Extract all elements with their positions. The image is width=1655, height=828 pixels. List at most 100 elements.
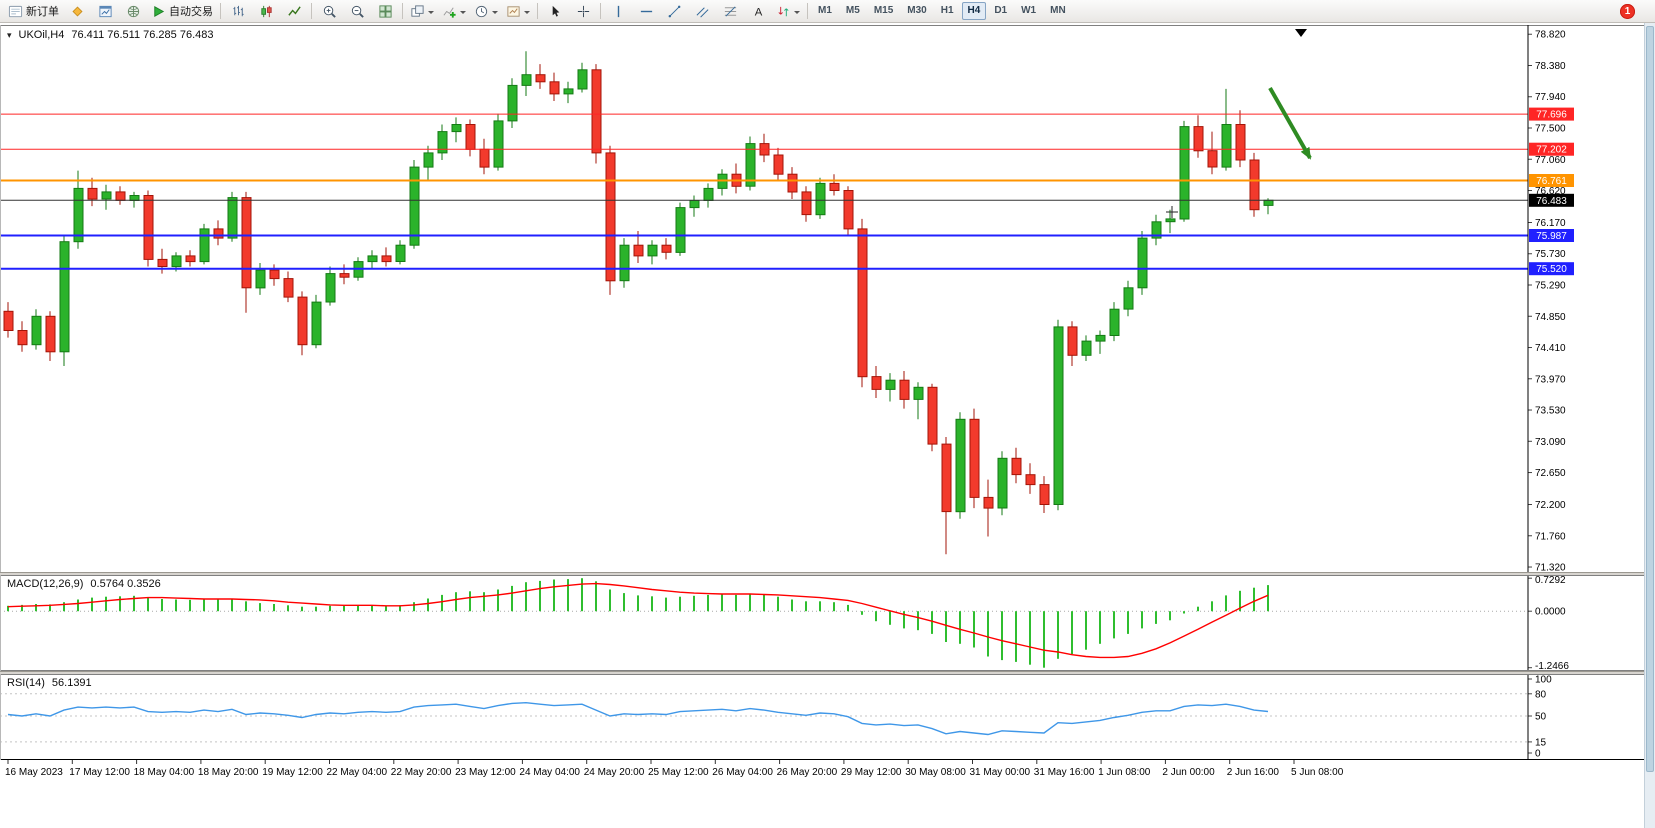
- ohlc-bars-icon: [231, 4, 246, 19]
- svg-text:2 Jun 16:00: 2 Jun 16:00: [1227, 767, 1280, 778]
- svg-text:78.380: 78.380: [1535, 61, 1566, 72]
- timeframe-w1[interactable]: W1: [1021, 5, 1037, 16]
- chart-ohlc-values: 76.411 76.511 76.285 76.483: [71, 29, 214, 41]
- macd-indicator-values: 0.5764 0.3526: [90, 578, 161, 590]
- play-icon: [151, 4, 166, 19]
- svg-text:17 May 12:00: 17 May 12:00: [69, 767, 130, 778]
- notification-badge[interactable]: 1: [1620, 3, 1635, 19]
- clock-icon: [474, 4, 489, 19]
- timeframe-m5[interactable]: M5: [845, 5, 860, 16]
- zoom-in-button[interactable]: [315, 1, 343, 22]
- diamond-icon: [70, 4, 85, 19]
- timeframe-h1[interactable]: H1: [940, 5, 954, 16]
- candlestick-mode-button[interactable]: [252, 1, 280, 22]
- tile-windows-icon: [378, 4, 393, 19]
- timeframe-m15[interactable]: M15: [873, 5, 894, 16]
- text-tool[interactable]: A: [744, 1, 772, 22]
- templates-button[interactable]: [502, 1, 534, 22]
- svg-text:50: 50: [1535, 712, 1547, 723]
- svg-text:18 May 04:00: 18 May 04:00: [134, 767, 195, 778]
- chart-shift-marker[interactable]: [1295, 29, 1307, 37]
- timeframe-m1[interactable]: M1: [818, 5, 832, 16]
- one-click-trading-toggle[interactable]: ▾: [7, 30, 12, 40]
- toolbar-items: 新订单 自动交易 A M1 M5 M15 M30 H1 H4 D1 W1 MN: [4, 0, 1073, 22]
- toolbar-separator: [807, 3, 808, 19]
- bar-chart-mode-button[interactable]: [224, 1, 252, 22]
- svg-text:A: A: [754, 6, 762, 18]
- panel-splitter[interactable]: [0, 671, 1655, 674]
- trendline-icon: [667, 4, 682, 19]
- macd-axis: 0.7292 0.0000 -1.2466: [1528, 575, 1569, 672]
- time-axis[interactable]: 16 May 2023 17 May 12:00 18 May 04:00 18 Ma…: [0, 760, 1655, 784]
- svg-text:30 May 08:00: 30 May 08:00: [905, 767, 966, 778]
- svg-text:80: 80: [1535, 689, 1547, 700]
- svg-text:76.620: 76.620: [1535, 186, 1566, 197]
- timeframe-mn[interactable]: MN: [1050, 5, 1066, 16]
- main-chart-panel[interactable]: 78.820 78.380 77.940 77.500 77.060 76.620 76.1…: [0, 25, 1655, 574]
- level-price-badge: [1529, 107, 1574, 121]
- auto-arrange-button[interactable]: [406, 1, 438, 22]
- vertical-scrollbar[interactable]: [1644, 23, 1655, 828]
- svg-text:-1.2466: -1.2466: [1535, 661, 1569, 671]
- channel-icon: [695, 4, 710, 19]
- chart-window-icon: [98, 4, 113, 19]
- svg-text:0.0000: 0.0000: [1535, 607, 1566, 618]
- trendline-tool[interactable]: [660, 1, 688, 22]
- chart-symbol-period: UKOil,H4: [18, 29, 65, 41]
- mql5-community-button[interactable]: [63, 1, 91, 22]
- price-axis[interactable]: 78.820 78.380 77.940 77.500 77.060 76.620 76.1…: [1528, 30, 1566, 574]
- time-axis-canvas[interactable]: 16 May 2023 17 May 12:00 18 May 04:00 18 Ma…: [0, 760, 1655, 784]
- timeframe-d1[interactable]: D1: [994, 5, 1008, 16]
- scrollbar-thumb[interactable]: [1646, 26, 1654, 772]
- svg-text:74.850: 74.850: [1535, 312, 1566, 323]
- macd-panel[interactable]: 0.7292 0.0000 -1.2466: [0, 575, 1655, 672]
- rsi-label: RSI(14) 56.1391: [7, 677, 92, 689]
- svg-text:76.483: 76.483: [1536, 196, 1567, 207]
- charts-window-button[interactable]: [91, 1, 119, 22]
- line-chart-mode-button[interactable]: [280, 1, 308, 22]
- toolbar-separator: [537, 3, 538, 19]
- channel-tool[interactable]: [688, 1, 716, 22]
- dropdown-caret-icon: [460, 11, 466, 17]
- svg-text:2 Jun 00:00: 2 Jun 00:00: [1162, 767, 1215, 778]
- indicators-button[interactable]: [438, 1, 470, 22]
- auto-trading-button[interactable]: 自动交易: [147, 1, 217, 22]
- auto-trading-button-label: 自动交易: [169, 6, 213, 18]
- level-price-badge: [1529, 262, 1574, 276]
- arrange-icon: [410, 4, 425, 19]
- svg-text:24 May 20:00: 24 May 20:00: [584, 767, 645, 778]
- svg-text:23 May 12:00: 23 May 12:00: [455, 767, 516, 778]
- crosshair-tool-button[interactable]: [569, 1, 597, 22]
- svg-text:31 May 16:00: 31 May 16:00: [1034, 767, 1095, 778]
- connection-button[interactable]: [119, 1, 147, 22]
- annotation-arrow[interactable]: [1268, 87, 1312, 160]
- toolbar-separator: [600, 3, 601, 19]
- horizontal-line-tool[interactable]: [632, 1, 660, 22]
- arrows-tool[interactable]: [772, 1, 804, 22]
- cross-marker[interactable]: [1166, 206, 1178, 218]
- main-chart-canvas[interactable]: 78.820 78.380 77.940 77.500 77.060 76.620 76.1…: [0, 25, 1655, 574]
- panel-splitter[interactable]: [0, 572, 1655, 575]
- vertical-line-tool[interactable]: [604, 1, 632, 22]
- periods-button[interactable]: [470, 1, 502, 22]
- level-price-badge: [1529, 142, 1574, 156]
- arrows-icon: [776, 4, 791, 19]
- level-price-badge: [1529, 174, 1574, 187]
- cursor-tool-button[interactable]: [541, 1, 569, 22]
- svg-text:75.987: 75.987: [1536, 231, 1567, 242]
- new-order-icon: [8, 4, 23, 19]
- rsi-canvas[interactable]: 100 80 50 150: [0, 674, 1655, 760]
- macd-label: MACD(12,26,9) 0.5764 0.3526: [7, 578, 161, 590]
- dropdown-caret-icon: [428, 11, 434, 17]
- macd-indicator-name: MACD(12,26,9): [7, 578, 84, 590]
- rsi-panel[interactable]: 100 80 50 15 0: [0, 674, 1655, 760]
- svg-text:0.7292: 0.7292: [1535, 575, 1566, 586]
- timeframe-m30[interactable]: M30: [907, 5, 927, 16]
- tile-windows-button[interactable]: [371, 1, 399, 22]
- zoom-out-button[interactable]: [343, 1, 371, 22]
- timeframe-h4[interactable]: H4: [961, 2, 987, 20]
- new-order-button[interactable]: 新订单: [4, 1, 63, 22]
- template-icon: [506, 4, 521, 19]
- macd-canvas[interactable]: 0.7292 0.0000 -1.2466: [0, 575, 1655, 672]
- fibonacci-tool[interactable]: [716, 1, 744, 22]
